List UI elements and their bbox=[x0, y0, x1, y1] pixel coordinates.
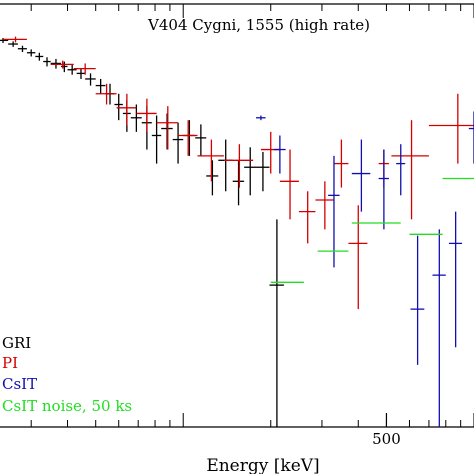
data-point bbox=[136, 98, 157, 132]
data-layer bbox=[0, 36, 474, 427]
data-point bbox=[223, 144, 254, 188]
data-point bbox=[244, 147, 257, 196]
data-point bbox=[161, 113, 173, 150]
data-point bbox=[195, 124, 207, 156]
data-point bbox=[378, 149, 389, 230]
data-point bbox=[432, 229, 446, 427]
data-point bbox=[35, 52, 44, 61]
data-point bbox=[448, 211, 463, 348]
data-point bbox=[315, 181, 334, 230]
data-point bbox=[151, 115, 162, 164]
data-point bbox=[256, 115, 266, 121]
data-point bbox=[328, 155, 340, 268]
data-point bbox=[206, 160, 219, 196]
legend-entry: GRI bbox=[2, 334, 31, 352]
data-point bbox=[85, 73, 96, 86]
data-point bbox=[26, 49, 36, 57]
legend-entry: PI bbox=[2, 354, 18, 372]
data-point bbox=[428, 93, 474, 164]
data-point bbox=[67, 64, 77, 75]
chart-title: V404 Cygni, 1555 (high rate) bbox=[147, 16, 370, 34]
data-point bbox=[232, 160, 245, 206]
series-1 bbox=[0, 37, 284, 427]
data-point bbox=[351, 139, 371, 212]
data-point bbox=[172, 122, 184, 164]
legend: GRI PI CsIT CsIT noise, 50 ks bbox=[2, 334, 132, 415]
data-point bbox=[17, 45, 27, 53]
data-point bbox=[298, 191, 316, 244]
data-point bbox=[178, 120, 198, 156]
data-point bbox=[50, 60, 74, 69]
legend-entry: CsIT noise, 50 ks bbox=[2, 397, 132, 415]
data-point bbox=[396, 144, 406, 196]
series-4 bbox=[270, 177, 474, 283]
x-axis-ticks: 500 bbox=[30, 4, 474, 448]
data-point bbox=[197, 139, 224, 182]
data-point bbox=[95, 78, 106, 94]
data-point bbox=[130, 104, 142, 132]
data-point bbox=[333, 139, 349, 188]
x-axis-label: Energy [keV] bbox=[206, 456, 319, 474]
series-3 bbox=[256, 111, 474, 427]
series-2 bbox=[3, 36, 474, 310]
plot-frame bbox=[0, 3, 474, 428]
data-point bbox=[391, 120, 429, 220]
data-point bbox=[256, 151, 270, 192]
data-point bbox=[279, 149, 299, 220]
data-point bbox=[76, 68, 86, 79]
data-point bbox=[73, 63, 96, 75]
data-point bbox=[95, 83, 117, 105]
data-point bbox=[114, 93, 123, 121]
data-point bbox=[410, 235, 425, 365]
data-point bbox=[273, 135, 286, 174]
legend-entry: CsIT bbox=[2, 375, 37, 393]
data-point bbox=[43, 57, 51, 67]
data-point bbox=[116, 93, 137, 126]
x-tick-label: 500 bbox=[372, 430, 401, 448]
data-point bbox=[156, 106, 179, 150]
data-point bbox=[8, 41, 18, 47]
data-point bbox=[3, 36, 27, 43]
data-point bbox=[269, 219, 284, 427]
